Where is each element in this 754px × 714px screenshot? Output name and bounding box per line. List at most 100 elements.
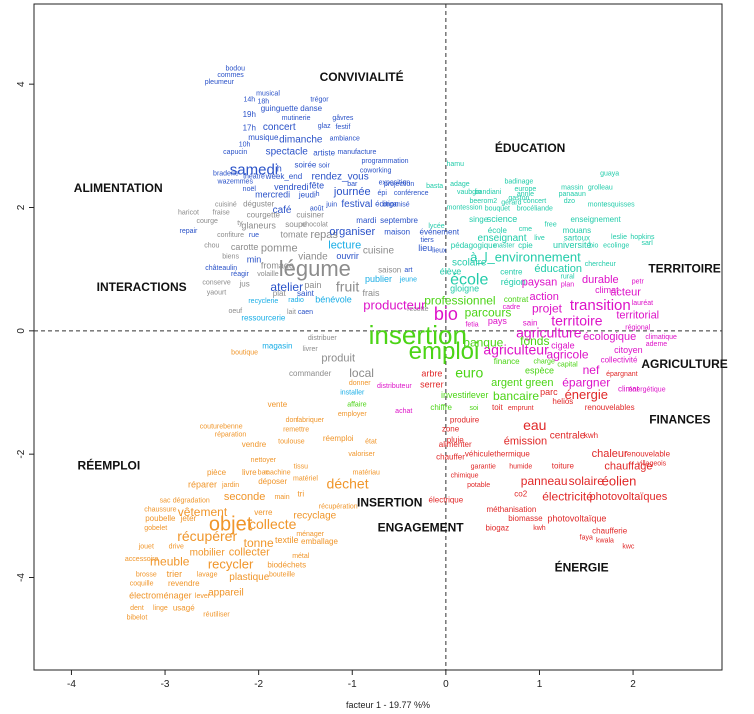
word-label: région xyxy=(501,277,526,287)
word-label: mobilier xyxy=(190,547,226,558)
word-label: kwh xyxy=(533,525,546,532)
word-label: agricole xyxy=(547,348,589,362)
word-label: café xyxy=(273,205,292,216)
word-label: nettoyer xyxy=(251,457,277,464)
word-label: chaufferie xyxy=(592,526,628,535)
y-tick-label: 0 xyxy=(16,328,27,334)
word-label: biens xyxy=(222,254,239,261)
word-label: réagir xyxy=(231,271,250,278)
word-label: artiste xyxy=(313,148,335,157)
word-label: pièce xyxy=(207,468,227,477)
word-label: recyclerie xyxy=(248,298,278,305)
word-label: vendredi xyxy=(274,182,309,192)
word-label: dent xyxy=(130,605,144,612)
word-label: pays xyxy=(488,316,508,326)
word-label: édition xyxy=(375,200,399,209)
word-label: récupération xyxy=(319,503,358,510)
word-label: affaire xyxy=(347,402,366,409)
word-label: gobelet xyxy=(144,525,167,532)
word-label: fromage xyxy=(261,260,294,270)
word-label: électroménager xyxy=(129,590,192,600)
word-label: réparation xyxy=(215,431,247,438)
word-label: emploi xyxy=(409,338,480,365)
word-label: bouteille xyxy=(269,571,295,578)
word-label: photovoltaïque xyxy=(547,513,606,523)
word-label: usagé xyxy=(173,603,195,612)
word-label: massin xyxy=(561,185,583,192)
plot-frame xyxy=(33,3,723,671)
word-label: courge xyxy=(196,218,218,225)
word-label: charge xyxy=(533,359,555,366)
word-label: lieux xyxy=(432,248,447,255)
word-label: vente xyxy=(268,400,288,409)
word-label: magasin xyxy=(262,341,292,350)
word-label: parcours xyxy=(465,306,512,320)
word-label: helios xyxy=(552,397,573,406)
word-label: banque xyxy=(463,335,503,349)
word-label: meuble xyxy=(150,554,190,568)
word-label: euro xyxy=(455,365,483,381)
word-label: toulouse xyxy=(278,439,305,446)
word-label: énergie xyxy=(565,387,608,402)
word-label: pain xyxy=(304,280,321,290)
word-label: pluie xyxy=(447,436,464,445)
word-label: toiture xyxy=(552,462,575,471)
word-label: faya xyxy=(580,534,593,541)
word-label: festif xyxy=(335,124,350,131)
word-label: élève xyxy=(440,267,462,277)
word-label: science xyxy=(487,214,518,224)
word-label: état xyxy=(365,439,377,446)
word-label: matériau xyxy=(353,470,380,477)
word-label: tri xyxy=(297,489,304,498)
word-label: toit xyxy=(492,403,503,412)
word-label: jeter xyxy=(180,514,197,523)
word-label: seconde xyxy=(224,491,266,503)
word-label: fruit xyxy=(336,278,359,294)
word-label: bénévole xyxy=(315,294,352,304)
word-label: centre xyxy=(500,267,523,276)
word-label: chauffer xyxy=(436,452,465,461)
word-label: tomate xyxy=(280,230,308,240)
word-label: gloigne xyxy=(450,283,479,293)
word-label: wazemmes xyxy=(217,178,254,185)
word-label: fonds xyxy=(520,334,549,348)
word-label: événement xyxy=(420,227,460,236)
word-label: valoriser xyxy=(348,451,375,458)
word-label: ouvrir xyxy=(336,251,359,261)
word-label: bodou xyxy=(226,66,246,73)
word-label: cpie xyxy=(518,241,533,250)
word-label: poubelle xyxy=(145,514,176,523)
word-label: brocéliande xyxy=(517,206,553,213)
word-label: recyclage xyxy=(293,510,336,521)
word-label: école xyxy=(488,226,508,235)
word-label: récupérer xyxy=(177,528,237,544)
word-label: publier xyxy=(365,274,392,284)
word-label: donner xyxy=(349,380,371,387)
word-label: machine xyxy=(264,470,291,477)
word-label: chiffre xyxy=(430,403,452,412)
word-label: tissu xyxy=(294,463,309,470)
y-tick-label: 4 xyxy=(16,81,27,87)
category-labels: CONVIVIALITÉ ALIMENTATION INTERACTIONS ÉDUC… xyxy=(74,69,728,574)
word-label: territorial xyxy=(616,309,659,321)
word-label: ademe xyxy=(646,341,668,348)
word-label: capital xyxy=(557,362,578,369)
word-label: gérard xyxy=(501,199,521,206)
word-label: climat xyxy=(618,385,640,394)
word-label: badinage xyxy=(504,178,533,185)
word-label: renouvelables xyxy=(585,403,635,412)
word-label: free xyxy=(545,222,557,229)
word-label: bar xyxy=(347,181,358,188)
word-label: co2 xyxy=(514,489,527,498)
word-label: électricité xyxy=(542,490,593,504)
word-label: métal xyxy=(292,553,310,560)
word-label: maison xyxy=(384,227,410,236)
word-label: 17h xyxy=(243,124,256,133)
word-label: gâvres xyxy=(332,115,354,122)
word-label: arbre xyxy=(421,368,442,378)
word-label: montession xyxy=(447,204,483,211)
word-label: 10h xyxy=(239,141,251,148)
word-label: véhiculethermique xyxy=(465,449,530,458)
word-label: employer xyxy=(338,411,367,418)
